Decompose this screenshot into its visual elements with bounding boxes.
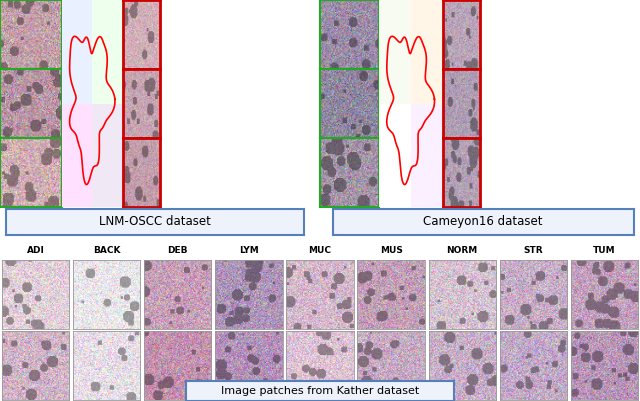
Text: DEB: DEB (168, 246, 188, 255)
Text: Cameyon16 dataset: Cameyon16 dataset (424, 215, 543, 228)
Text: STR: STR (524, 246, 543, 255)
Text: LYM: LYM (239, 246, 259, 255)
Text: BACK: BACK (93, 246, 120, 255)
Text: LNM-OSCC dataset: LNM-OSCC dataset (99, 215, 211, 228)
Text: Image patches from Kather dataset: Image patches from Kather dataset (221, 386, 419, 396)
Text: ADI: ADI (27, 246, 45, 255)
Text: MUC: MUC (308, 246, 332, 255)
Text: TUM: TUM (593, 246, 616, 255)
Text: NORM: NORM (447, 246, 478, 255)
Text: MUS: MUS (380, 246, 403, 255)
